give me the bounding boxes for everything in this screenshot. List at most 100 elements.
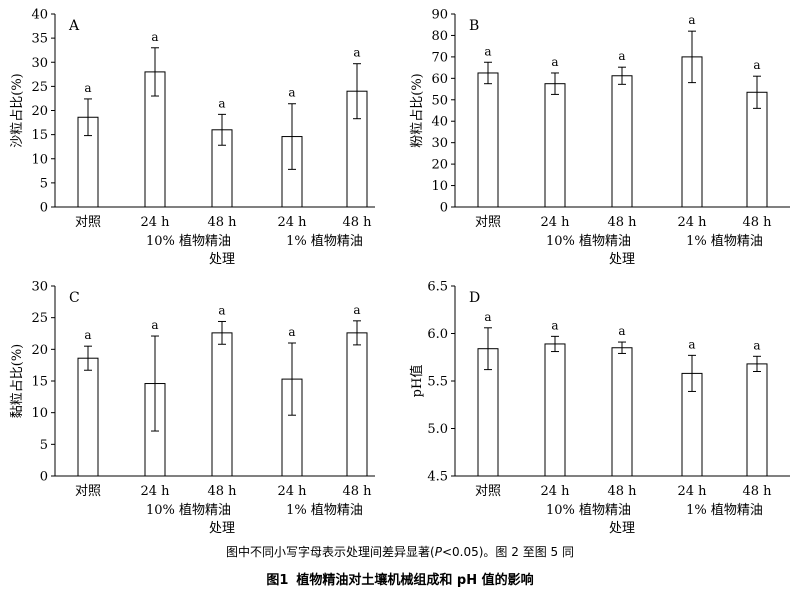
y-tick-label: 5 (40, 176, 48, 191)
y-tick-label: 10 (31, 406, 48, 421)
x-axis-title: 处理 (609, 252, 635, 267)
x-axis-title: 处理 (209, 521, 235, 536)
y-tick-label: 30 (31, 280, 48, 295)
x-category-label: 24 h (277, 484, 307, 499)
bar (211, 332, 233, 477)
significance-letter: a (288, 325, 295, 339)
x-category-label: 48 h (342, 484, 372, 499)
y-tick-label: 5 (40, 438, 48, 453)
chart-panel-d: 4.5 5.0 5.5 6.0 6.5 pH值 Da 对照 a 24 h a 48 h a 24 h a 48… (409, 280, 790, 536)
y-axis-title: pH值 (409, 365, 425, 398)
significance-letter: a (618, 324, 625, 338)
x-category-label: 24 h (140, 215, 170, 230)
panel-letter: C (69, 290, 80, 306)
significance-letter: a (618, 49, 625, 63)
x-category-label: 24 h (677, 484, 707, 499)
y-axis-title: 黏粒占比(%) (9, 344, 25, 419)
bar (477, 72, 499, 208)
x-category-label: 对照 (475, 484, 501, 499)
significance-letter: a (151, 318, 158, 332)
y-tick-label: 4.5 (427, 470, 448, 485)
x-category-label: 48 h (207, 215, 237, 230)
x-category-label: 对照 (75, 484, 101, 499)
x-group-label: 10% 植物精油 (146, 503, 231, 518)
bar (346, 332, 368, 477)
figure-note-p: P (434, 545, 442, 559)
x-category-label: 48 h (607, 215, 637, 230)
bar (544, 343, 566, 477)
significance-letter: a (753, 58, 760, 72)
significance-letter: a (753, 338, 760, 352)
significance-letter: a (84, 81, 91, 95)
figure-number: 图1 (266, 573, 289, 588)
significance-letter: a (288, 86, 295, 100)
x-axis-title: 处理 (609, 521, 635, 536)
y-tick-label: 70 (431, 50, 448, 65)
bar (611, 347, 633, 477)
figure-title: 植物精油对土壤机械组成和 pH 值的影响 (296, 573, 534, 588)
y-tick-label: 10 (431, 179, 448, 194)
y-tick-label: 0 (440, 201, 448, 216)
significance-letter: a (484, 310, 491, 324)
significance-letter: a (551, 55, 558, 69)
panel-letter: B (469, 18, 479, 34)
x-category-label: 24 h (277, 215, 307, 230)
bar (746, 363, 768, 477)
y-tick-label: 35 (31, 32, 48, 47)
y-tick-label: 30 (31, 56, 48, 71)
y-tick-label: 90 (431, 8, 448, 23)
chart-panel-c: 0 5 10 15 20 25 30 黏粒占比(%) Ca 对照 a 24 h a 48 h a 24 h a 4… (9, 280, 375, 536)
significance-letter: a (551, 318, 558, 332)
x-category-label: 24 h (540, 484, 570, 499)
y-axis-title: 沙粒占比(%) (10, 73, 25, 148)
significance-letter: a (353, 46, 360, 60)
x-category-label: 24 h (677, 215, 707, 230)
significance-letter: a (353, 303, 360, 317)
y-tick-label: 10 (31, 152, 48, 167)
y-tick-label: 6.5 (427, 280, 448, 295)
y-tick-label: 25 (31, 311, 48, 326)
y-tick-label: 15 (31, 375, 48, 390)
significance-letter: a (484, 44, 491, 58)
significance-letter: a (151, 30, 158, 44)
y-axis-title: 粉粒占比(%) (410, 73, 425, 148)
x-group-label: 1% 植物精油 (686, 503, 763, 518)
x-group-label: 10% 植物精油 (546, 503, 631, 518)
y-tick-label: 20 (31, 343, 48, 358)
x-category-label: 24 h (140, 484, 170, 499)
significance-letter: a (218, 96, 225, 110)
x-category-label: 对照 (75, 215, 101, 230)
figure-caption: 图1 植物精油对土壤机械组成和 pH 值的影响 (0, 569, 800, 588)
bar (611, 75, 633, 208)
bar (746, 91, 768, 208)
panel-letter: D (469, 290, 480, 306)
figure-note-text-end: <0.05)。图 2 至图 5 同 (441, 545, 574, 559)
y-tick-label: 20 (31, 104, 48, 119)
y-tick-label: 5.5 (427, 375, 448, 390)
panel-letter: A (68, 18, 80, 34)
x-category-label: 48 h (742, 484, 772, 499)
y-tick-label: 50 (431, 93, 448, 108)
significance-letter: a (688, 337, 695, 351)
y-tick-label: 60 (431, 72, 448, 87)
significance-letter: a (688, 13, 695, 27)
figure-note-text: 图中不同小写字母表示处理间差异显著( (226, 545, 435, 559)
x-category-label: 48 h (207, 484, 237, 499)
x-group-label: 1% 植物精油 (286, 503, 363, 518)
y-tick-label: 0 (40, 201, 48, 216)
x-axis-title: 处理 (209, 252, 235, 267)
significance-letter: a (218, 303, 225, 317)
bar (544, 83, 566, 208)
x-category-label: 48 h (742, 215, 772, 230)
x-group-label: 10% 植物精油 (146, 234, 231, 249)
x-group-label: 1% 植物精油 (286, 234, 363, 249)
bar (77, 357, 99, 477)
x-category-label: 24 h (540, 215, 570, 230)
x-category-label: 48 h (607, 484, 637, 499)
y-tick-label: 6.0 (427, 327, 448, 342)
x-group-label: 1% 植物精油 (686, 234, 763, 249)
figure-note: 图中不同小写字母表示处理间差异显著(P<0.05)。图 2 至图 5 同 (0, 543, 800, 560)
y-tick-label: 0 (40, 470, 48, 485)
y-tick-label: 40 (431, 115, 448, 130)
x-category-label: 对照 (475, 215, 501, 230)
